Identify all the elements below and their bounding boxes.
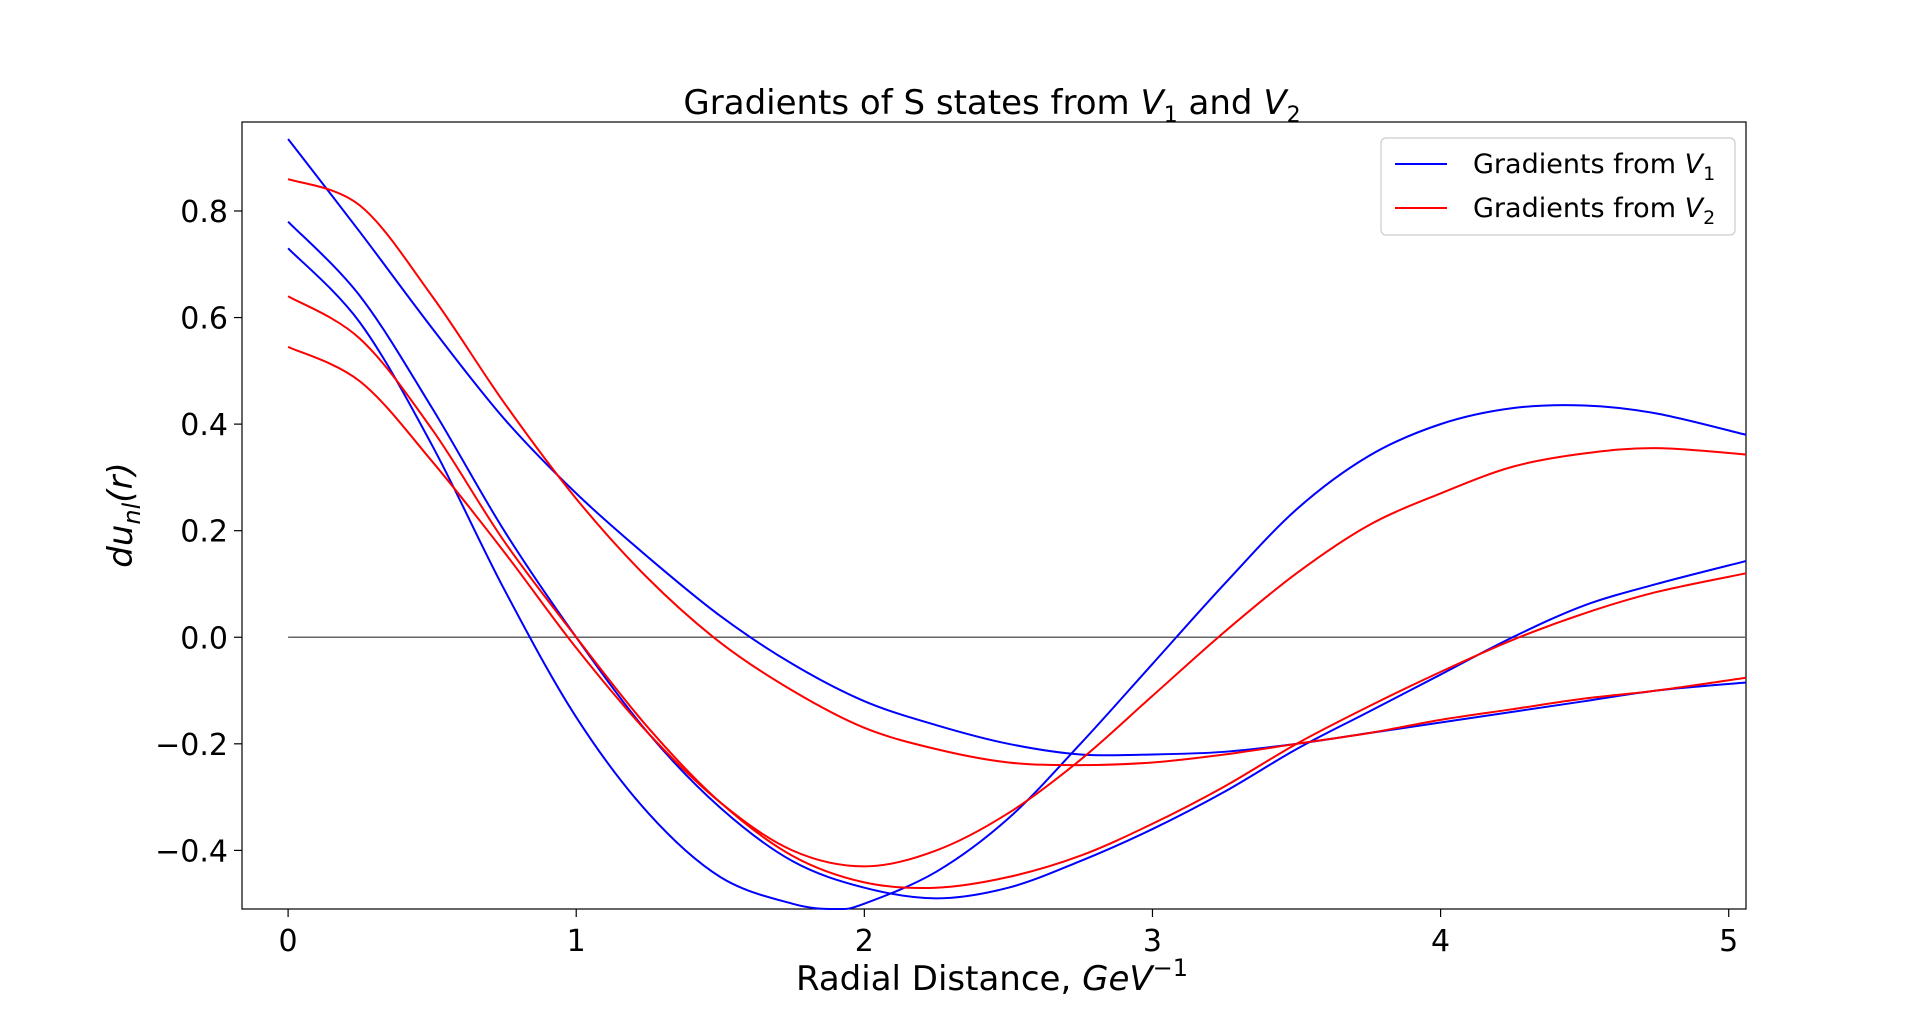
x-tick-label: 3: [1143, 924, 1162, 959]
legend-box: [1380, 137, 1736, 236]
series-group: [287, 138, 1747, 911]
legend-label-v2: Gradients from V2: [1473, 193, 1715, 229]
series-line-v1-1: [287, 138, 1747, 757]
legend-label-v1: Gradients from V1: [1473, 149, 1715, 185]
x-tick-label: 1: [567, 924, 586, 959]
y-tick-label: 0.4: [180, 408, 228, 443]
y-axis-ticks: −0.4 −0.2 0.0 0.2 0.4 0.6 0.8: [155, 195, 242, 869]
x-tick-label: 5: [1719, 924, 1738, 959]
y-tick-label: −0.2: [155, 728, 228, 763]
y-tick-label: 0.6: [180, 302, 228, 337]
series-line-v2-4: [287, 178, 1747, 767]
series-line-v2-5: [287, 295, 1747, 889]
series-line-v1-3: [287, 247, 1747, 911]
x-tick-label: 2: [855, 924, 874, 959]
x-tick-label: 0: [279, 924, 298, 959]
legend: Gradients from V1 Gradients from V2: [1380, 137, 1736, 236]
y-axis-label: dunl(r): [101, 462, 146, 568]
y-tick-label: 0.8: [180, 195, 228, 230]
x-axis-ticks: 0 1 2 3 4 5: [279, 909, 1738, 959]
plot-area: [241, 121, 1747, 910]
y-tick-label: −0.4: [155, 834, 228, 869]
series-line-v2-6: [287, 345, 1747, 868]
y-tick-label: 0.2: [180, 515, 228, 550]
x-tick-label: 4: [1431, 924, 1450, 959]
series-line-v1-2: [287, 220, 1747, 900]
y-tick-label: 0.0: [180, 621, 228, 656]
chart-title: Gradients of S states from V1 and V2: [683, 83, 1300, 128]
x-axis-label: Radial Distance, GeV−1: [796, 954, 1188, 999]
